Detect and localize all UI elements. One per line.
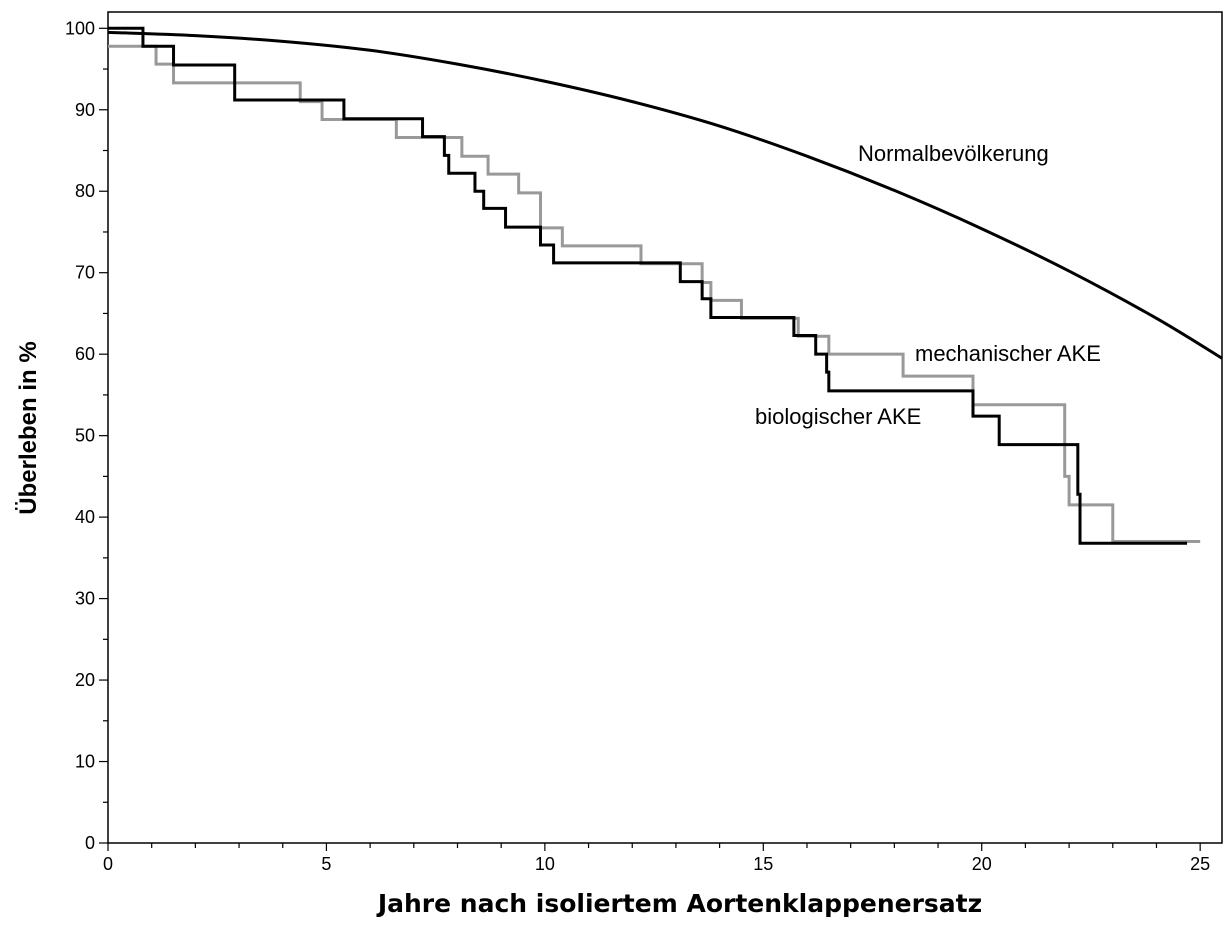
- y-tick-label: 20: [75, 670, 95, 690]
- y-axis-label: Überleben in %: [15, 341, 42, 514]
- plot-frame: [107, 11, 1223, 844]
- y-tick-label: 70: [75, 263, 95, 283]
- y-tick-label: 40: [75, 507, 95, 527]
- plot-border: [107, 11, 1223, 844]
- series-layer: [107, 26, 1223, 545]
- series-line-mechanischer-ake: [108, 44, 1201, 544]
- annotation-layer: Normalbevölkerung mechanischer AKE biolo…: [755, 141, 1101, 429]
- y-tick-label: 10: [75, 752, 95, 772]
- y-axis: 0 10 20 30 40 50 60 70 80 90 100: [65, 18, 108, 853]
- x-axis-label: Jahre nach isoliertem Aortenklappenersat…: [376, 889, 982, 918]
- y-tick-label: 30: [75, 589, 95, 609]
- y-tick-label: 80: [75, 181, 95, 201]
- y-tick-label: 100: [65, 18, 95, 38]
- series-line-biologischer-ake: [108, 26, 1188, 545]
- x-tick-label: 10: [535, 854, 555, 874]
- annotation-normalbevoelkerung: Normalbevölkerung: [858, 141, 1049, 166]
- series-line-normalbevoelkerung: [107, 30, 1223, 360]
- x-tick-label: 25: [1190, 854, 1210, 874]
- x-tick-label: 5: [321, 854, 331, 874]
- annotation-mechanischer-ake: mechanischer AKE: [915, 341, 1101, 366]
- annotation-biologischer-ake: biologischer AKE: [755, 404, 921, 429]
- x-axis: 0 5 10 15 20 25: [103, 843, 1210, 874]
- y-tick-label: 50: [75, 426, 95, 446]
- x-tick-label: 0: [103, 854, 113, 874]
- y-tick-label: 90: [75, 100, 95, 120]
- y-tick-label: 0: [85, 833, 95, 853]
- x-tick-label: 20: [972, 854, 992, 874]
- x-tick-label: 15: [753, 854, 773, 874]
- y-tick-label: 60: [75, 344, 95, 364]
